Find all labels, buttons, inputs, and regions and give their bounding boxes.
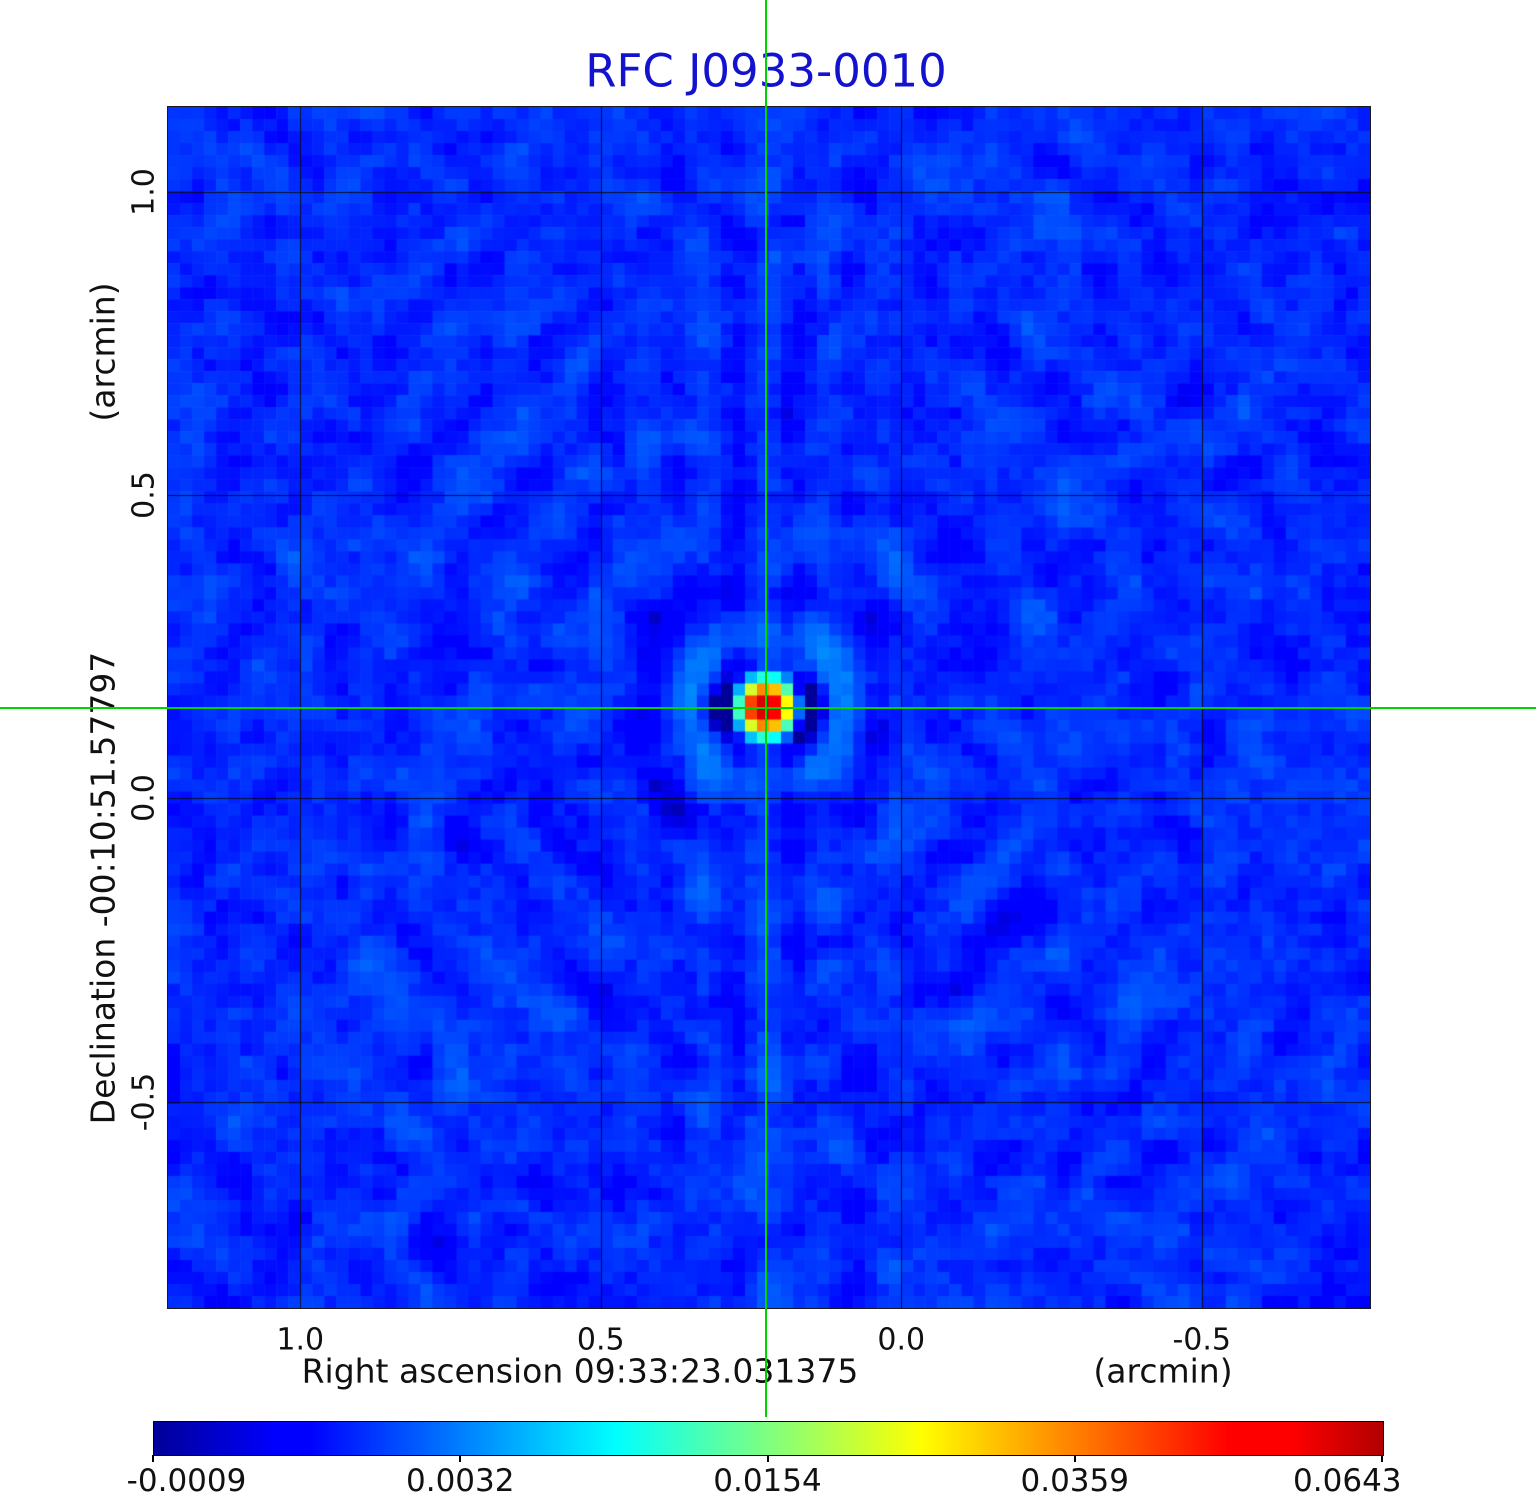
x-tick-label: -0.5	[1172, 1322, 1231, 1358]
y-axis-unit: (arcmin)	[83, 282, 123, 422]
colorbar-tick-label: 0.0359	[1020, 1463, 1129, 1499]
colorbar-tick	[1381, 1455, 1383, 1462]
colorbar-gradient	[154, 1422, 1383, 1455]
crosshair-vertical-line	[764, 0, 767, 1417]
colorbar	[153, 1421, 1384, 1456]
colorbar-tick	[1073, 1455, 1076, 1462]
y-tick-label: 0.0	[126, 774, 162, 823]
x-tick-label: 1.0	[276, 1322, 325, 1358]
y-tick-label: 0.5	[126, 471, 162, 520]
x-axis-label: Right ascension 09:33:23.031375	[301, 1351, 859, 1391]
y-tick-label: 1.0	[126, 168, 162, 216]
colorbar-tick	[152, 1455, 154, 1462]
y-axis-label: Declination -00:10:51.57797	[83, 651, 123, 1125]
x-axis-unit: (arcmin)	[1093, 1351, 1233, 1391]
y-tick-label: -0.5	[126, 1072, 162, 1132]
colorbar-tick	[459, 1455, 462, 1462]
colorbar-tick	[766, 1455, 769, 1462]
colorbar-tick-label: -0.0009	[126, 1463, 247, 1499]
crosshair-horizontal-line	[0, 706, 1536, 709]
x-tick-label: 0.5	[576, 1322, 625, 1358]
x-tick-label: 0.0	[877, 1322, 926, 1358]
colorbar-tick-label: 0.0154	[713, 1463, 822, 1499]
colorbar-tick-label: 0.0643	[1293, 1463, 1402, 1499]
colorbar-tick-label: 0.0032	[406, 1463, 515, 1499]
